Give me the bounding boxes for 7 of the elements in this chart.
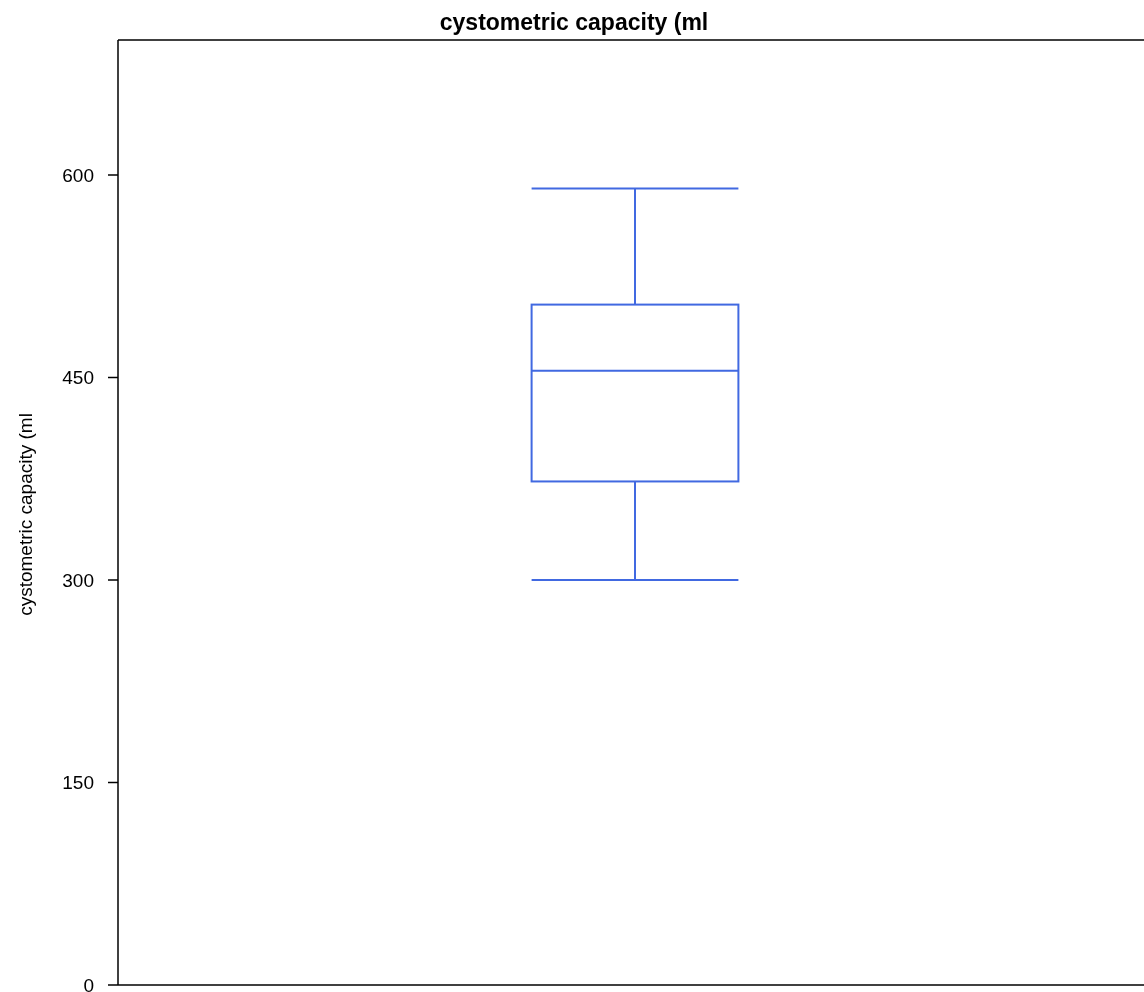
y-tick-label: 150 [62, 772, 94, 794]
y-tick-label: 300 [62, 569, 94, 591]
y-axis-title: cystometric capacity (ml [15, 413, 36, 616]
chart-title: cystometric capacity (ml [439, 9, 709, 35]
y-tick-label: 600 [62, 164, 94, 186]
y-tick-label: 450 [62, 367, 94, 389]
y-tick-label: 0 [83, 974, 94, 992]
